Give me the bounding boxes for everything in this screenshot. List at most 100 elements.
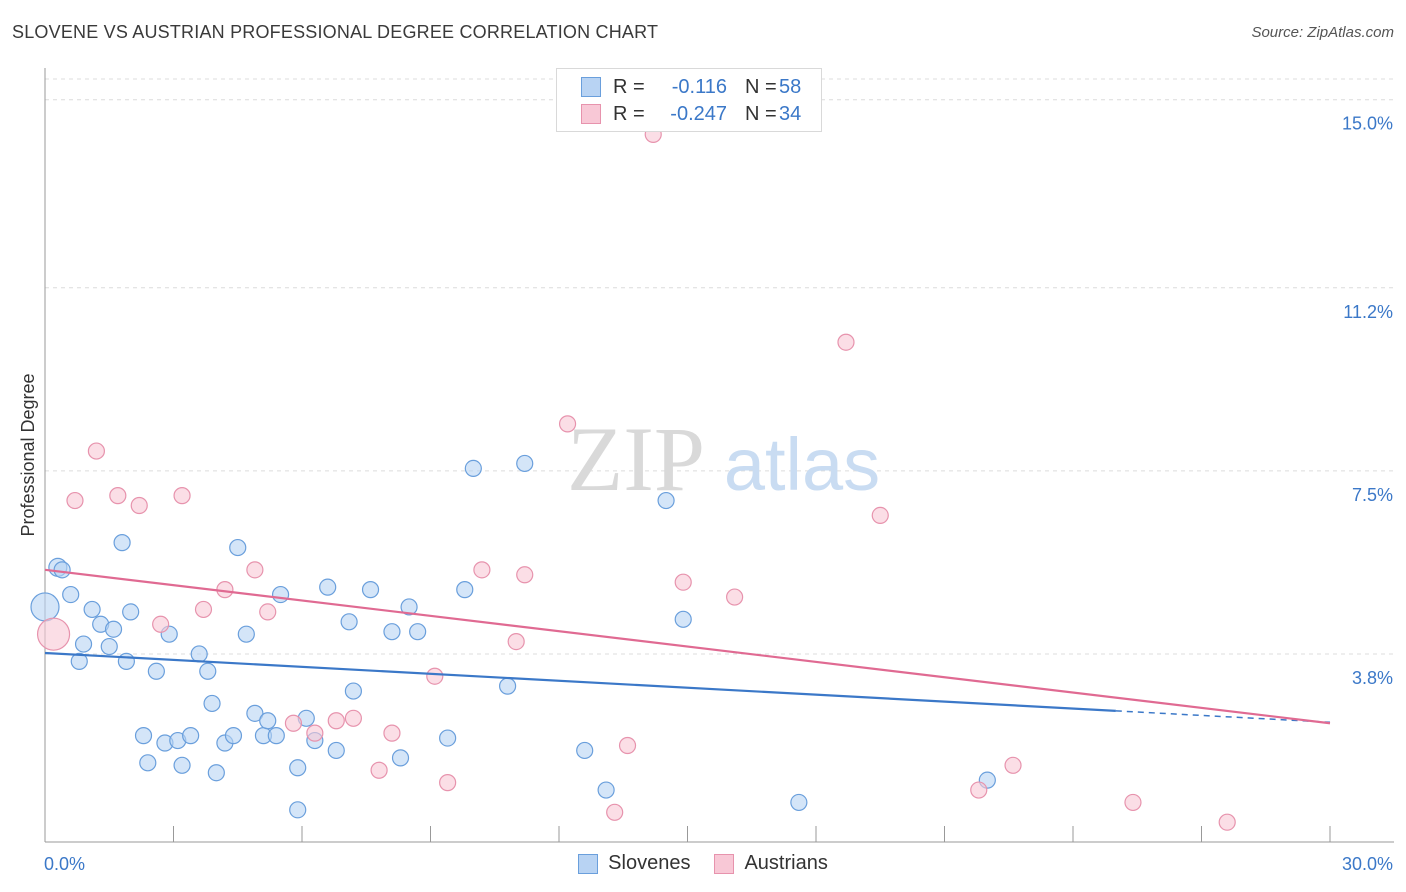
legend-label: Slovenes [608, 852, 691, 874]
source-label: Source: ZipAtlas.com [1251, 24, 1394, 41]
slovenes-point [139, 754, 157, 772]
slovenes-point [456, 581, 474, 599]
austrians-point [66, 491, 84, 510]
slovenes-point [224, 727, 243, 745]
n-label: N = [745, 75, 777, 98]
y-tick-label: 3.8% [1352, 668, 1393, 688]
slovenes-point [113, 534, 131, 552]
austrians-point [87, 442, 106, 460]
austrians-point [306, 724, 324, 742]
slovenes-point [122, 603, 140, 621]
watermark-zip: ZIP [567, 408, 705, 510]
r-value: -0.116 [671, 75, 727, 98]
tick-labels: 3.8% 7.5% 11.2% 15.0% 0.0% 30.0% [44, 114, 1393, 874]
slovenes-point [117, 652, 135, 670]
slovenes-point [104, 620, 123, 638]
austrians-point [383, 724, 401, 742]
austrians-swatch [581, 104, 601, 124]
slovenes-point [259, 712, 277, 730]
slovenes-point [229, 538, 247, 557]
slovenes-point [62, 585, 80, 604]
points [30, 125, 1236, 831]
slovenes-point [674, 610, 692, 628]
r-value: -0.247 [670, 102, 727, 125]
austrians-point [558, 415, 577, 433]
slovenes-point [190, 645, 208, 663]
y-axis-label: Professional Degree [18, 373, 38, 536]
slovenes-point [237, 625, 255, 643]
stats-row-slovenes: R = -0.116 N = 58 [581, 74, 801, 100]
n-value: 58 [779, 75, 802, 98]
x-tick-label-min: 0.0% [44, 854, 85, 874]
slovenes-point [182, 727, 200, 745]
slovenes-point [327, 741, 345, 760]
slovenes-point [74, 635, 93, 653]
slovenes-point [361, 581, 380, 599]
austrians-point [837, 333, 855, 351]
legend: Slovenes Austrians [0, 852, 1406, 875]
slovenes-point [344, 682, 362, 700]
austrians-point [1124, 793, 1142, 812]
y-tick-label: 11.2% [1343, 302, 1393, 322]
slovenes-point [30, 592, 60, 622]
slovenes-point [289, 801, 307, 819]
slovenes-point [340, 613, 358, 631]
legend-item-austrians[interactable]: Austrians [714, 852, 828, 875]
axes [44, 68, 1394, 843]
watermark-atlas: atlas [724, 423, 880, 506]
austrians-point [259, 603, 277, 621]
watermark: ZIP atlas [567, 408, 880, 510]
slovenes-point [499, 677, 517, 695]
austrians-point [473, 561, 491, 579]
slovenes-point [173, 756, 191, 774]
austrians-point [507, 632, 525, 651]
slovenes-point [400, 598, 418, 616]
austrians-point [516, 566, 534, 584]
austrians-point [1004, 756, 1022, 774]
slovenes-point [246, 704, 264, 722]
trend-lines [44, 568, 1331, 725]
y-tick-label: 15.0% [1342, 114, 1393, 134]
austrians-point [130, 496, 148, 515]
slovenes-swatch [581, 77, 601, 97]
slovenes-point [597, 781, 615, 799]
legend-label: Austrians [744, 852, 828, 874]
y-tick-label: 7.5% [1352, 485, 1393, 505]
x-tick-label-max: 30.0% [1342, 854, 1393, 874]
austrians-point [370, 761, 388, 779]
austrians-point [618, 736, 637, 755]
slovenes-trend-line [44, 651, 1116, 712]
austrians-point [726, 588, 744, 606]
slovenes-point [289, 759, 307, 777]
slovenes-point [439, 729, 457, 747]
austrians-point [194, 600, 213, 619]
slovenes-point [207, 764, 225, 782]
austrians-point [246, 561, 264, 579]
austrians-point [439, 774, 457, 792]
stats-box: R = -0.116 N = 58 R = -0.247 N = 34 [556, 68, 822, 132]
slovenes-point [576, 741, 594, 760]
austrians-point [36, 617, 71, 651]
austrians-point [606, 803, 624, 821]
slovenes-point [199, 662, 217, 680]
austrians-point [1218, 813, 1236, 831]
austrians-point [109, 487, 127, 505]
austrians-point [871, 506, 889, 525]
austrians-point [327, 712, 345, 730]
slovenes-point [464, 459, 482, 477]
slovenes-point [70, 652, 88, 670]
r-label: R = [613, 75, 645, 98]
slovenes-point [53, 561, 71, 579]
austrians-legend-swatch [714, 853, 735, 874]
slovenes-point [790, 793, 808, 812]
n-value: 34 [779, 102, 802, 125]
austrians-point [970, 781, 988, 799]
slovenes-point [203, 694, 221, 713]
legend-item-slovenes[interactable]: Slovenes [578, 852, 690, 875]
austrians-trend-line [44, 568, 1331, 725]
stats-row-austrians: R = -0.247 N = 34 [581, 101, 801, 127]
austrians-point [173, 487, 191, 505]
slovenes-point [100, 637, 118, 656]
slovenes-point [134, 727, 153, 745]
